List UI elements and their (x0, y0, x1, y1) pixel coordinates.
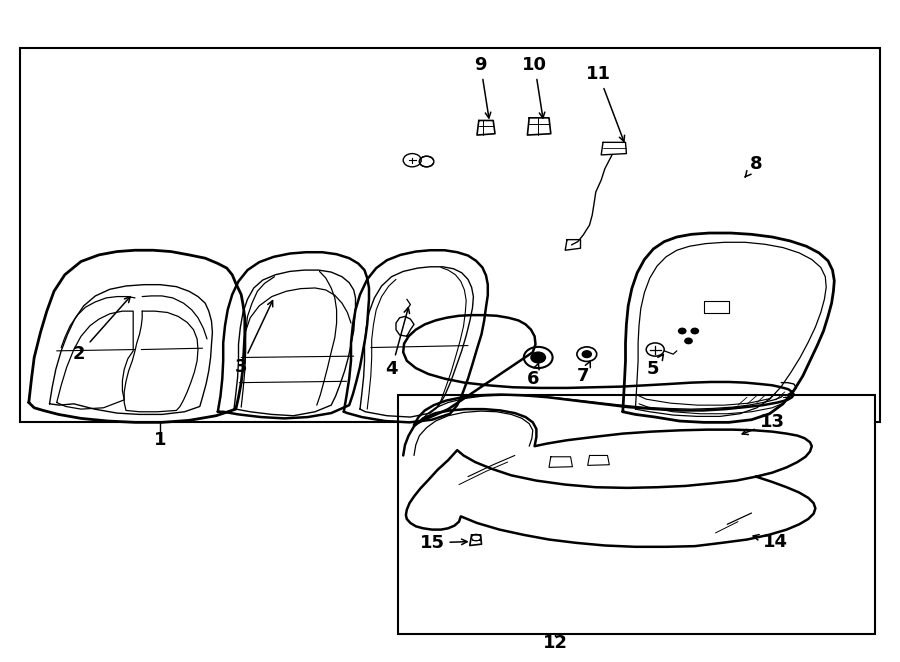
Text: 8: 8 (745, 155, 762, 177)
Circle shape (531, 352, 545, 363)
Text: 11: 11 (586, 65, 625, 142)
Text: 10: 10 (522, 56, 547, 118)
Text: 6: 6 (526, 363, 539, 388)
Text: 13: 13 (742, 413, 785, 434)
Text: 2: 2 (73, 297, 130, 363)
Bar (20, 48, 880, 422)
Text: 12: 12 (543, 634, 568, 653)
Text: 9: 9 (474, 56, 490, 118)
Circle shape (582, 351, 591, 357)
Text: 5: 5 (646, 354, 663, 379)
Text: 1: 1 (154, 431, 166, 449)
Bar (398, 395, 875, 634)
Circle shape (685, 338, 692, 344)
Circle shape (691, 328, 698, 334)
Text: 7: 7 (577, 361, 590, 385)
Circle shape (679, 328, 686, 334)
Text: 15: 15 (419, 534, 467, 552)
Text: 4: 4 (385, 308, 410, 379)
Text: 14: 14 (753, 532, 788, 551)
Text: 3: 3 (235, 301, 273, 377)
